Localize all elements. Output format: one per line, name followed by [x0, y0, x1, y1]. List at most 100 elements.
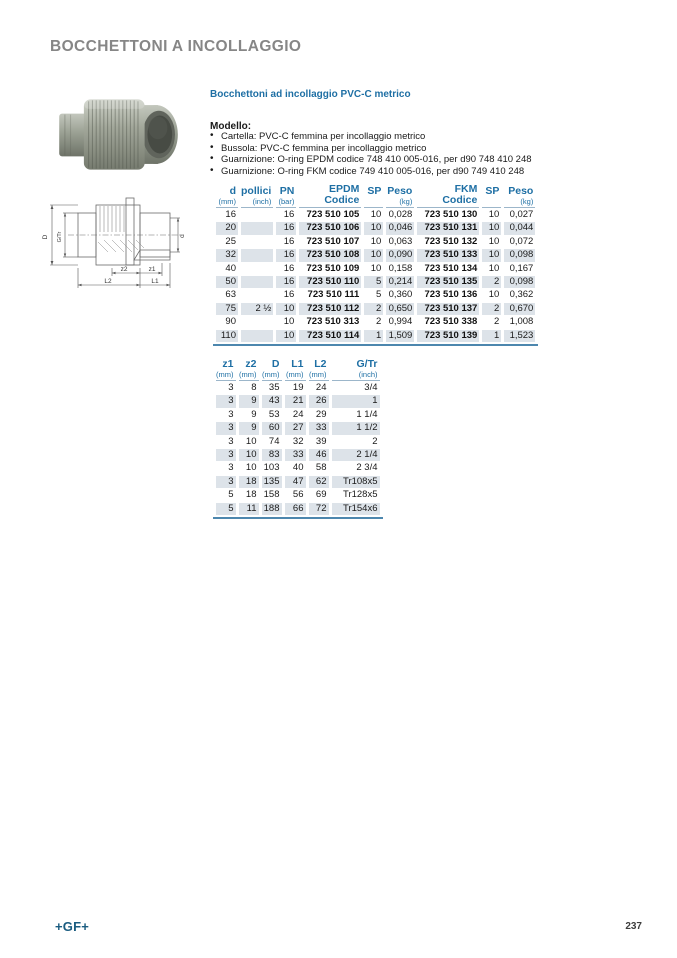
table-cell: 723 510 110 [299, 276, 362, 289]
table-cell [241, 236, 273, 248]
table-cell: 10 [283, 316, 295, 328]
table-cell: 2 3/4 [356, 462, 378, 474]
dimensions-table: z1 (mm) z2 (mm) D (mm) L1 (mm) L2 (mm) G/Tr (inch) 3… [213, 358, 383, 516]
table-cell [241, 222, 274, 235]
table-cell: 20 [216, 222, 238, 235]
table-cell: 10 [488, 289, 500, 301]
table-cell: 26 [308, 395, 329, 408]
table-cell: 0,090 [386, 249, 415, 262]
table-cell: 3 [216, 395, 236, 408]
table-cell: 158 [263, 489, 280, 501]
table-cell: 10 [276, 329, 297, 343]
column-header: PN (bar) [276, 184, 297, 208]
table-cell: 10 [488, 262, 500, 274]
table-row: 3 9 53 24 29 1 1/4 [216, 409, 380, 421]
table-cell: 16 [283, 289, 295, 301]
table-bottom-rule [213, 517, 383, 520]
table-cell: 723 510 137 [417, 302, 480, 316]
table-cell: 16 [283, 235, 295, 247]
dimensions-table-container: z1 (mm) z2 (mm) D (mm) L1 (mm) L2 (mm) G/Tr (inch) 3… [213, 358, 383, 520]
table-cell: 46 [308, 449, 329, 462]
table-cell: 10 [370, 235, 382, 247]
table-cell: 0,044 [504, 222, 536, 235]
dim-label-L1: L1 [151, 278, 159, 285]
table-row: 50 16 723 510 110 5 0,214 723 510 135 2 0,098 [216, 276, 536, 289]
table-cell: 1,008 [509, 316, 534, 328]
dim-label-z1: z1 [149, 266, 156, 273]
table-cell: 0,167 [509, 262, 534, 274]
table-cell: 10 [488, 209, 500, 220]
table-cell: 16 [283, 209, 295, 220]
table-cell: 16 [276, 222, 297, 235]
table-cell: 0,072 [509, 235, 534, 247]
table-cell: 10 [245, 435, 257, 447]
dim-label-GTr: G/Tr [57, 231, 63, 242]
table-cell [241, 209, 273, 221]
table-cell: 1 [331, 395, 380, 408]
table-cell: 5 [228, 489, 234, 501]
table-cell: 83 [261, 449, 282, 462]
table-cell: 3 [228, 435, 234, 447]
table-cell: 21 [284, 395, 306, 408]
column-header: D (mm) [261, 358, 282, 381]
table-cell: 58 [315, 462, 327, 474]
bullet-item: Bussola: PVC-C femmina per incollaggio m… [210, 142, 532, 155]
table-cell: 3 [216, 449, 236, 462]
table-cell: 27 [284, 422, 306, 435]
table-cell: 0,027 [509, 209, 534, 220]
table-cell [241, 249, 274, 262]
table-cell: 56 [292, 489, 304, 501]
table-cell: 25 [225, 235, 236, 247]
table-cell: 0,670 [504, 302, 536, 316]
table-cell: 60 [261, 422, 282, 435]
table-cell: 2 [376, 316, 382, 328]
dim-label-D: D [42, 234, 49, 239]
table-row: 5 18 158 56 69 Tr128x5 [216, 489, 380, 501]
table-row: 3 18 135 47 62 Tr108x5 [216, 475, 380, 489]
table-row: 3 10 103 40 58 2 3/4 [216, 462, 380, 474]
table-cell: 40 [292, 462, 304, 474]
table-cell: 3 [228, 462, 234, 474]
table-cell: 32 [292, 435, 304, 447]
table-cell: 10 [276, 302, 297, 316]
table-cell [241, 289, 273, 301]
column-header: L2 (mm) [308, 358, 329, 381]
dimension-drawing: D G/Tr d z2 z1 L2 L1 [42, 197, 186, 288]
table-cell: Tr128x5 [343, 489, 378, 501]
table-cell: 3 [216, 475, 236, 489]
table-cell: 3 [228, 382, 234, 393]
table-cell: 5 [376, 289, 382, 301]
table-cell: Tr108x5 [331, 475, 380, 489]
page-number: 237 [625, 921, 642, 932]
table-cell: 9 [238, 422, 259, 435]
bullet-item: Cartella: PVC-C femmina per incollaggio … [210, 130, 532, 143]
table-cell: 723 510 131 [417, 222, 480, 235]
column-header: L1 (mm) [284, 358, 306, 381]
table-cell: 3/4 [364, 382, 378, 393]
table-cell [241, 276, 274, 289]
table-cell: 0,098 [504, 276, 536, 289]
table-cell: 69 [315, 489, 327, 501]
table-cell: 9 [251, 408, 257, 420]
table-cell: 1,523 [504, 329, 536, 343]
bullet-item: Guarnizione: O-ring FKM codice 749 410 0… [210, 165, 532, 178]
table-cell: 723 510 338 [424, 316, 478, 328]
table-cell: 10 [364, 222, 384, 235]
table-cell: 1 1/4 [356, 408, 378, 420]
codes-table: d (mm) pollici (inch) PN (bar) EPDM Codice SP Pe… [213, 183, 538, 343]
column-header: SP [482, 184, 502, 208]
table-cell: 24 [292, 408, 304, 420]
table-cell: 723 510 111 [307, 289, 360, 301]
table-cell: 135 [261, 475, 282, 489]
table-bottom-rule [213, 344, 539, 347]
table-cell: 2 [482, 302, 502, 316]
table-cell: 50 [216, 276, 238, 289]
table-cell: 47 [284, 475, 306, 489]
table-cell: 0,214 [386, 276, 415, 289]
table-cell: 723 510 114 [299, 329, 362, 343]
table-cell: 723 510 139 [417, 329, 480, 343]
column-header: pollici (inch) [241, 185, 274, 208]
table-cell: 0,362 [509, 289, 534, 301]
table-cell: 723 510 107 [306, 235, 360, 247]
table-cell: 10 [370, 209, 382, 220]
